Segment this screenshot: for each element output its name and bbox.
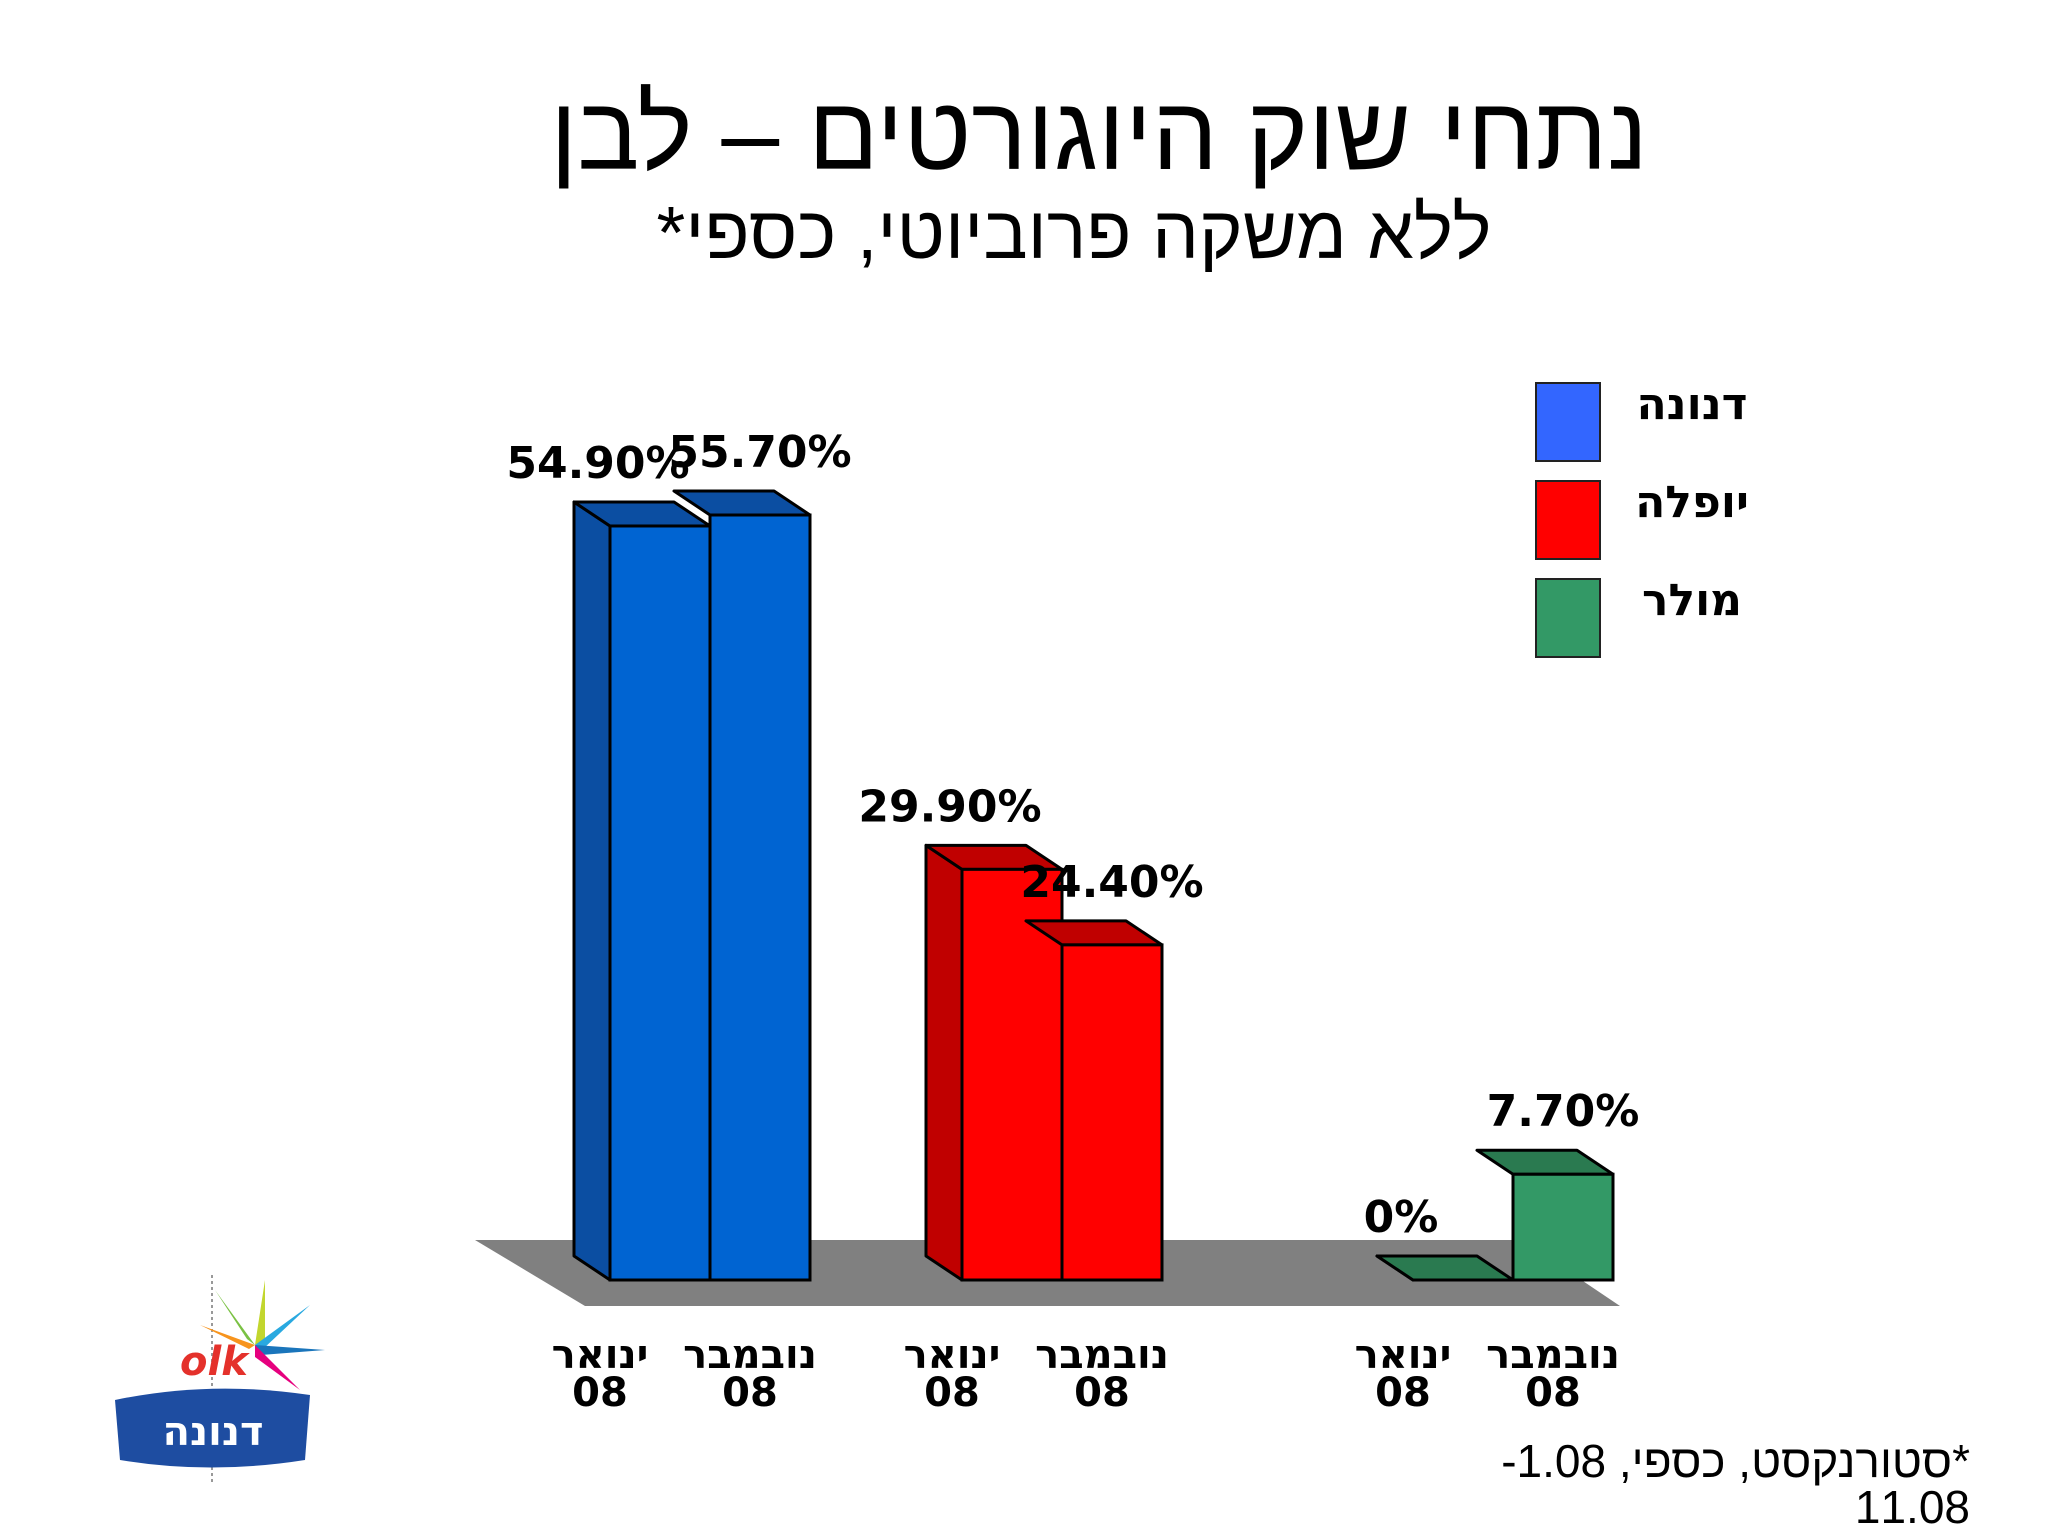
legend-swatch-danone — [1535, 382, 1601, 462]
page-subtitle: ללא משקה פרוביוטי, כספי* — [656, 191, 1492, 274]
bar-0-1-value-label: 55.70% — [668, 427, 851, 478]
bar-0-0-side — [572, 500, 612, 1282]
danone-logo: olk דנונה — [115, 1275, 325, 1485]
svg-text:olk: olk — [180, 1339, 250, 1385]
bar-2-1-value-label: 7.70% — [1487, 1086, 1640, 1137]
bar-1-0-side — [924, 843, 964, 1282]
bar-1-0-value-label: 29.90% — [858, 781, 1041, 832]
legend-label-danone: דנונה — [1636, 379, 1748, 430]
legend-swatch-yoplait — [1535, 480, 1601, 560]
category-label-0-1-1: 08 — [722, 1370, 778, 1416]
category-label-2-1-1: 08 — [1525, 1370, 1581, 1416]
legend-item-danone: דנונה — [1535, 382, 1775, 480]
category-label-1-0-0: ינואר — [904, 1332, 1001, 1378]
bar-2-1-top — [1475, 1148, 1615, 1176]
bar-1-0-front — [960, 867, 1064, 1282]
bar-2-1-front — [1511, 1172, 1615, 1282]
legend-label-muller: מולר — [1641, 575, 1743, 626]
category-label-1-0-1: 08 — [924, 1370, 980, 1416]
chart-legend: דנונה יופלה מולר — [1535, 382, 1775, 676]
legend-item-muller: מולר — [1535, 578, 1775, 676]
category-label-0-0-1: 08 — [572, 1370, 628, 1416]
legend-swatch-muller — [1535, 578, 1601, 658]
bar-0-1-top — [672, 489, 812, 517]
page-title: נתחי שוק היוגורטים – לבן — [550, 76, 1648, 192]
category-label-2-0-0: ינואר — [1355, 1332, 1452, 1378]
category-label-1-1-1: 08 — [1074, 1370, 1130, 1416]
bar-2-0-top — [1375, 1254, 1515, 1282]
bar-0-0-value-label: 54.90% — [506, 438, 689, 489]
legend-item-yoplait: יופלה — [1535, 480, 1775, 578]
category-label-1-1-0: נובמבר — [1035, 1332, 1169, 1378]
category-label-0-0-0: ינואר — [552, 1332, 649, 1378]
logo-text: דנונה — [163, 1409, 264, 1455]
bar-0-1-front — [708, 513, 812, 1282]
legend-label-yoplait: יופלה — [1635, 477, 1749, 528]
footnote: *סטורנקסט, כספי, 1.08- 11.08 — [1501, 1435, 1970, 1533]
bar-0-0-front — [608, 524, 712, 1282]
bar-1-1-front — [1060, 943, 1164, 1282]
category-label-0-1-0: נובמבר — [683, 1332, 817, 1378]
category-label-2-1-0: נובמבר — [1486, 1332, 1620, 1378]
bar-1-1-value-label: 24.40% — [1020, 857, 1203, 908]
category-label-2-0-1: 08 — [1375, 1370, 1431, 1416]
bar-2-0-value-label: 0% — [1364, 1192, 1439, 1243]
